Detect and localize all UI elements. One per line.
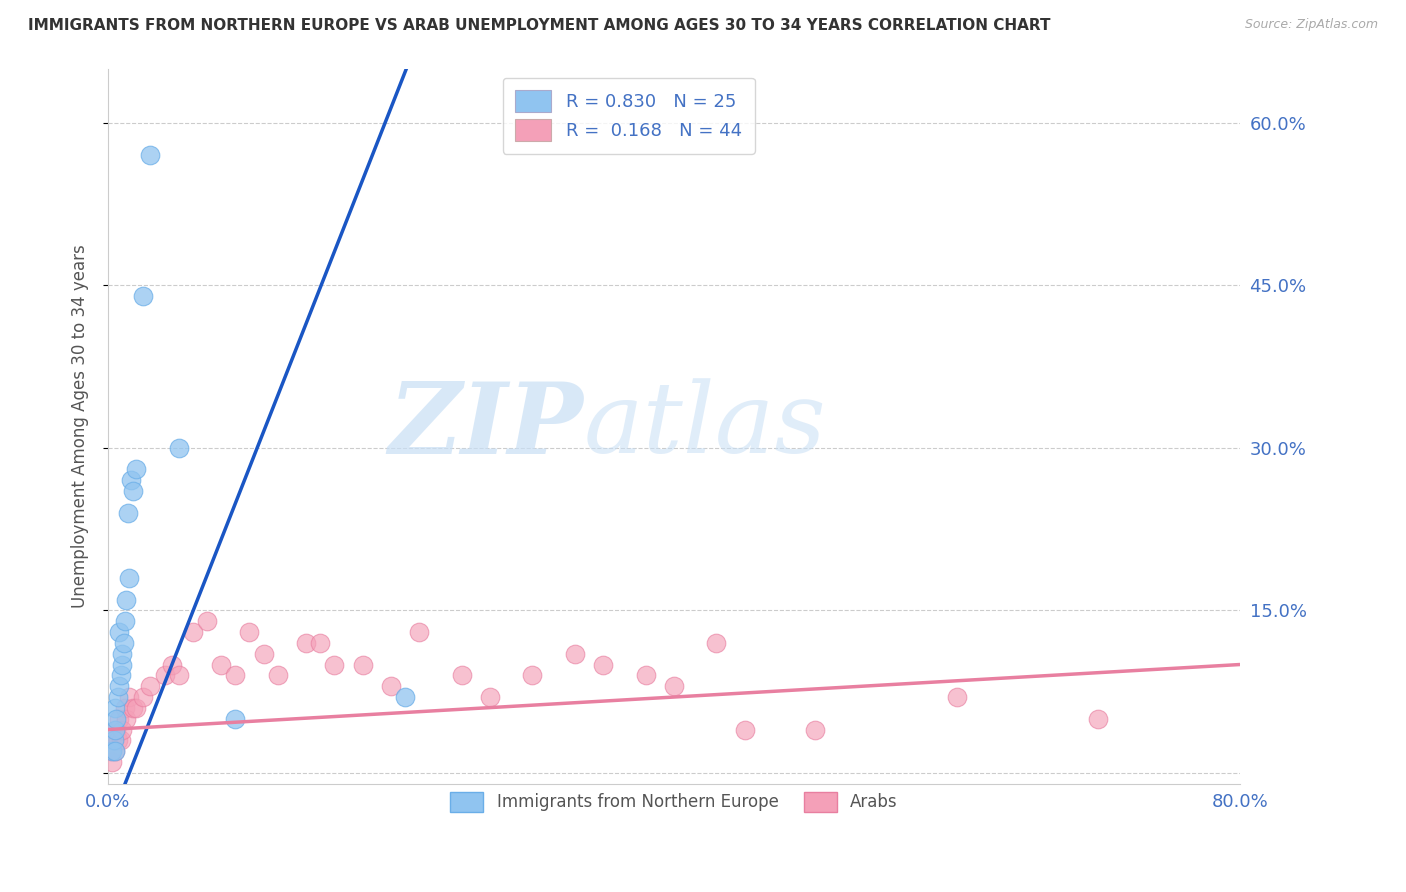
Point [112,636,135,650]
Point [209,657,232,672]
Text: ZIP: ZIP [388,378,583,475]
Text: IMMIGRANTS FROM NORTHERN EUROPE VS ARAB UNEMPLOYMENT AMONG AGES 30 TO 34 YEARS C: IMMIGRANTS FROM NORTHERN EUROPE VS ARAB … [28,18,1050,33]
Point [224,712,246,726]
Point [132,289,155,303]
Point [160,657,183,672]
Point [101,755,124,769]
Point [120,473,142,487]
Point [108,712,131,726]
Point [946,690,969,704]
Point [122,484,145,499]
Point [108,625,131,640]
Point [111,723,134,737]
Point [224,668,246,682]
Point [478,690,501,704]
Point [153,668,176,682]
Point [167,668,190,682]
Point [104,744,127,758]
Point [125,701,148,715]
Point [114,701,136,715]
Point [323,657,346,672]
Point [104,701,127,715]
Point [118,571,141,585]
Point [111,657,134,672]
Point [522,668,544,682]
Point [117,506,139,520]
Point [101,744,124,758]
Point [114,614,136,628]
Point [592,657,614,672]
Point [564,647,586,661]
Point [104,744,127,758]
Point [704,636,727,650]
Point [139,148,162,162]
Point [252,647,274,661]
Point [115,712,138,726]
Point [238,625,260,640]
Point [662,679,685,693]
Text: atlas: atlas [583,378,827,474]
Point [122,701,145,715]
Point [394,690,416,704]
Point [110,668,132,682]
Point [181,625,204,640]
Point [104,723,127,737]
Point [103,733,125,747]
Point [118,690,141,704]
Point [380,679,402,693]
Point [309,636,332,650]
Point [167,441,190,455]
Point [267,668,290,682]
Point [804,723,827,737]
Point [115,592,138,607]
Point [1087,712,1109,726]
Point [295,636,318,650]
Point [352,657,374,672]
Text: Source: ZipAtlas.com: Source: ZipAtlas.com [1244,18,1378,31]
Point [125,462,148,476]
Point [107,690,129,704]
Point [408,625,430,640]
Point [100,744,122,758]
Point [139,679,162,693]
Point [103,733,125,747]
Point [105,723,128,737]
Point [195,614,218,628]
Point [450,668,472,682]
Point [105,712,128,726]
Point [111,647,134,661]
Point [108,679,131,693]
Point [734,723,756,737]
Point [110,733,132,747]
Point [107,733,129,747]
Y-axis label: Unemployment Among Ages 30 to 34 years: Unemployment Among Ages 30 to 34 years [72,244,89,608]
Point [634,668,657,682]
Point [132,690,155,704]
Legend: Immigrants from Northern Europe, Arabs: Immigrants from Northern Europe, Arabs [437,779,911,825]
